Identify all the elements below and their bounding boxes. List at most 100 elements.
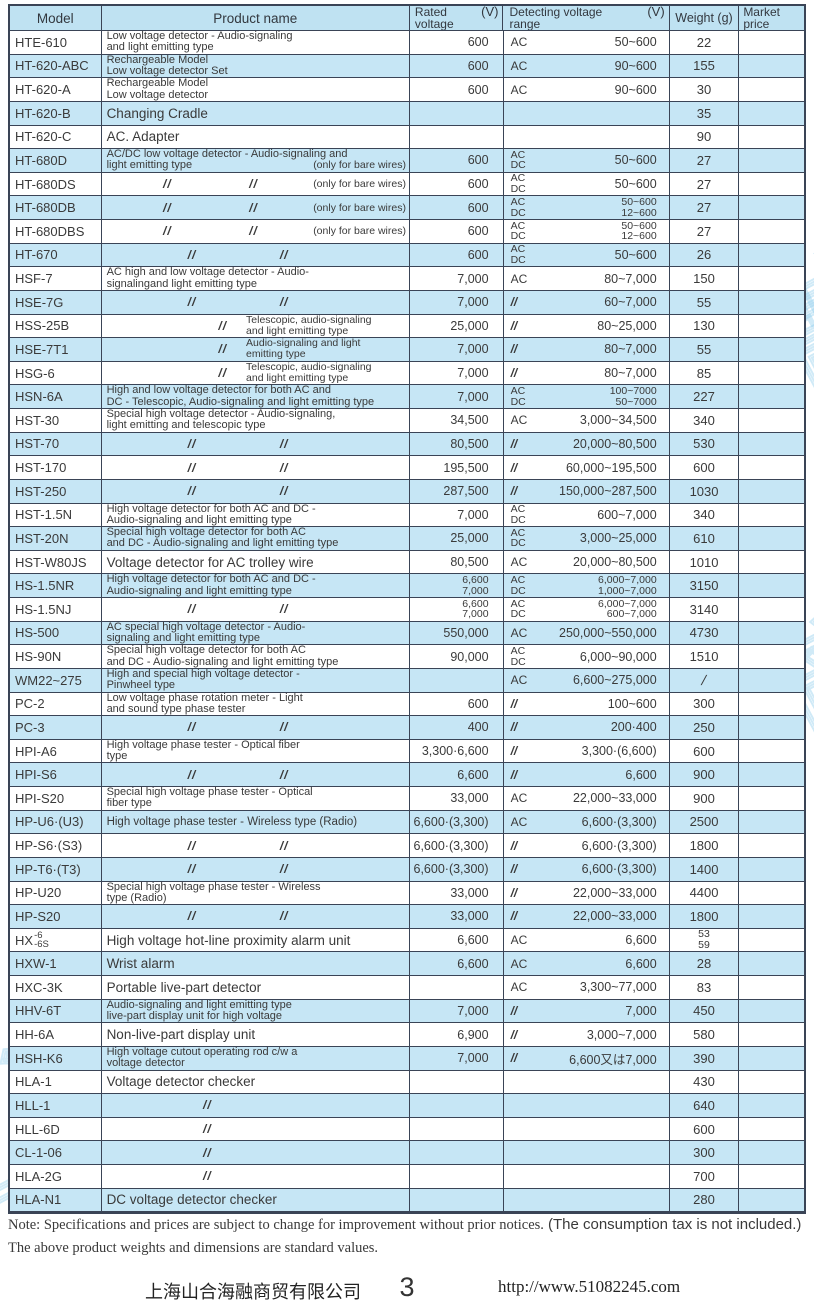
detecting-voltage-cell: //80~7,000 bbox=[503, 361, 670, 386]
product-name-cell: //Audio-signaling and light emitting type bbox=[101, 338, 410, 362]
weight-cell: 27 bbox=[669, 149, 740, 173]
column-header-market-price: Market price bbox=[739, 6, 804, 31]
detecting-voltage-cell: //60,000~195,500 bbox=[503, 456, 670, 480]
table-row: HSG-6//Telescopic, audio-signaling and li… bbox=[10, 361, 805, 386]
product-name-cell: //// bbox=[101, 290, 410, 315]
product-name-cell: ////(only for bare wires) bbox=[101, 220, 410, 244]
market-price-cell bbox=[739, 149, 805, 173]
weight-cell: 280 bbox=[669, 1188, 740, 1213]
table-row: HP-U20 Special high voltage phase tester … bbox=[10, 881, 805, 906]
rated-voltage-cell bbox=[409, 1165, 504, 1189]
rated-voltage-cell: 600 bbox=[409, 692, 504, 717]
market-price-cell bbox=[739, 811, 805, 835]
rated-voltage-cell: 287,500 bbox=[409, 479, 504, 504]
detecting-voltage-cell: //22,000~33,000 bbox=[503, 881, 670, 906]
market-price-cell bbox=[739, 716, 805, 740]
market-price-cell bbox=[739, 905, 805, 929]
product-name-cell: //// bbox=[101, 763, 410, 787]
product-name-cell: //Telescopic, audio-signaling and light e… bbox=[101, 314, 410, 339]
detecting-voltage-cell: //7,000 bbox=[503, 999, 670, 1024]
detecting-voltage-cell: AC DC 50~600 bbox=[503, 243, 670, 268]
model-cell: HT-620-A bbox=[10, 78, 102, 102]
table-row: HS-500 AC special high voltage detector -… bbox=[10, 621, 805, 646]
detecting-voltage-cell: AC 20,000~80,500 bbox=[503, 550, 670, 575]
market-price-cell bbox=[739, 645, 805, 669]
rated-voltage-cell bbox=[409, 976, 504, 1000]
market-price-cell bbox=[739, 693, 805, 717]
table-row: HST-30 Special high voltage detector - Au… bbox=[10, 409, 805, 433]
rated-voltage-cell: 80,500 bbox=[409, 550, 504, 575]
det-unit: (V) bbox=[647, 6, 665, 19]
product-name-cell: // bbox=[101, 1141, 410, 1165]
detecting-voltage-cell bbox=[503, 125, 670, 150]
table-row: HT-680DBS////(only for bare wires) 600 AC D… bbox=[10, 220, 805, 244]
model-cell: HST-W80JS bbox=[10, 550, 102, 575]
rated-voltage-cell: 550,000 bbox=[409, 621, 504, 646]
rated-voltage-cell: 6,600 7,000 bbox=[409, 598, 504, 622]
model-cell: HT-680DB bbox=[10, 196, 102, 220]
rated-voltage-cell: 90,000 bbox=[409, 645, 504, 669]
weight-cell: 610 bbox=[669, 527, 740, 551]
table-row: HT-670////600 AC DC 50~600 26 bbox=[10, 243, 805, 268]
rated-voltage-cell: 7,000 bbox=[409, 999, 504, 1024]
table-row: HLA-N1 DC voltage detector checker 280 bbox=[10, 1188, 805, 1213]
detecting-voltage-cell: //150,000~287,500 bbox=[503, 479, 670, 504]
product-name-cell: Rechargeable Model Low voltage detector S… bbox=[101, 54, 410, 79]
table-row: PC-3////400//200·400 250 bbox=[10, 716, 805, 740]
detecting-voltage-cell: AC 250,000~550,000 bbox=[503, 621, 670, 646]
product-name-cell: Special high voltage detector - Audio-si… bbox=[101, 409, 410, 433]
product-name-cell: High and low voltage detector for both A… bbox=[101, 385, 410, 409]
table-row: HPI-A6 High voltage phase tester - Optica… bbox=[10, 739, 805, 764]
table-row: HPI-S20 Special high voltage phase tester… bbox=[10, 787, 805, 811]
product-name-cell: Special high voltage phase tester - Wire… bbox=[101, 881, 410, 906]
weight-cell: 27 bbox=[669, 172, 740, 197]
product-name-cell: // bbox=[101, 1117, 410, 1142]
rated-voltage-cell: 7,000 bbox=[409, 503, 504, 528]
product-name-cell: DC voltage detector checker bbox=[101, 1188, 410, 1213]
rated-voltage-cell: 7,000 bbox=[409, 338, 504, 362]
product-name-cell: //// bbox=[101, 243, 410, 268]
model-cell: HP-S20 bbox=[10, 905, 102, 929]
rated-voltage-cell bbox=[409, 668, 504, 693]
model-cell: HLL-1 bbox=[10, 1094, 102, 1118]
model-cell: HSE-7G bbox=[10, 290, 102, 315]
rated-voltage-cell: 600 bbox=[409, 149, 504, 173]
weight-cell: 430 bbox=[669, 1070, 740, 1095]
table-row: HST-1.5N High voltage detector for both A… bbox=[10, 503, 805, 528]
detecting-voltage-cell: AC DC 50~600 bbox=[503, 172, 670, 197]
table-row: HP-T6·(T3)////6,600·(3,300)//6,600·(3,30… bbox=[10, 857, 805, 882]
rated-voltage-cell bbox=[409, 1094, 504, 1118]
website-url[interactable]: http://www.51082245.com bbox=[498, 1277, 681, 1296]
market-price-cell bbox=[739, 763, 805, 787]
weight-cell: 3140 bbox=[669, 598, 740, 622]
model-cell: HHV-6T bbox=[10, 999, 102, 1024]
product-name-cell: //Telescopic, audio-signaling and light e… bbox=[101, 361, 410, 386]
weight-cell: 1510 bbox=[669, 645, 740, 669]
product-name-cell: Voltage detector for AC trolley wire bbox=[101, 550, 410, 575]
detecting-voltage-cell: //6,600·(3,300) bbox=[503, 857, 670, 882]
table-row: HP-S20////33,000//22,000~33,000 1800 bbox=[10, 905, 805, 929]
model-cell: HX -6 -6S bbox=[10, 928, 102, 953]
model-cell: CL-1-06 bbox=[10, 1141, 102, 1165]
weight-cell: 1030 bbox=[669, 479, 740, 504]
weight-cell: 150 bbox=[669, 267, 740, 291]
rated-voltage-cell: 7,000 bbox=[409, 361, 504, 386]
market-price-cell bbox=[739, 1071, 805, 1095]
detecting-voltage-cell: AC 6,600~275,000 bbox=[503, 668, 670, 693]
weight-cell: 85 bbox=[669, 361, 740, 386]
market-line1: Market bbox=[743, 6, 780, 19]
weight-cell: 2500 bbox=[669, 810, 740, 835]
market-price-cell bbox=[739, 102, 805, 126]
product-table-body: HTE-610 Low voltage detector - Audio-sign… bbox=[10, 31, 805, 1213]
model-cell: HPI-S6 bbox=[10, 763, 102, 787]
rated-voltage-cell: 600 bbox=[409, 172, 504, 197]
rated-voltage-cell: 7,000 bbox=[409, 385, 504, 409]
weight-cell: 90 bbox=[669, 125, 740, 150]
product-name-cell: Audio-signaling and light emitting type l… bbox=[101, 999, 410, 1024]
rated-voltage-cell bbox=[409, 1117, 504, 1142]
rated-voltage-cell bbox=[409, 1141, 504, 1165]
page-number: 3 bbox=[399, 1272, 415, 1302]
table-row: HPI-S6////6,600//6,600 900 bbox=[10, 763, 805, 787]
market-price-cell bbox=[739, 385, 805, 409]
